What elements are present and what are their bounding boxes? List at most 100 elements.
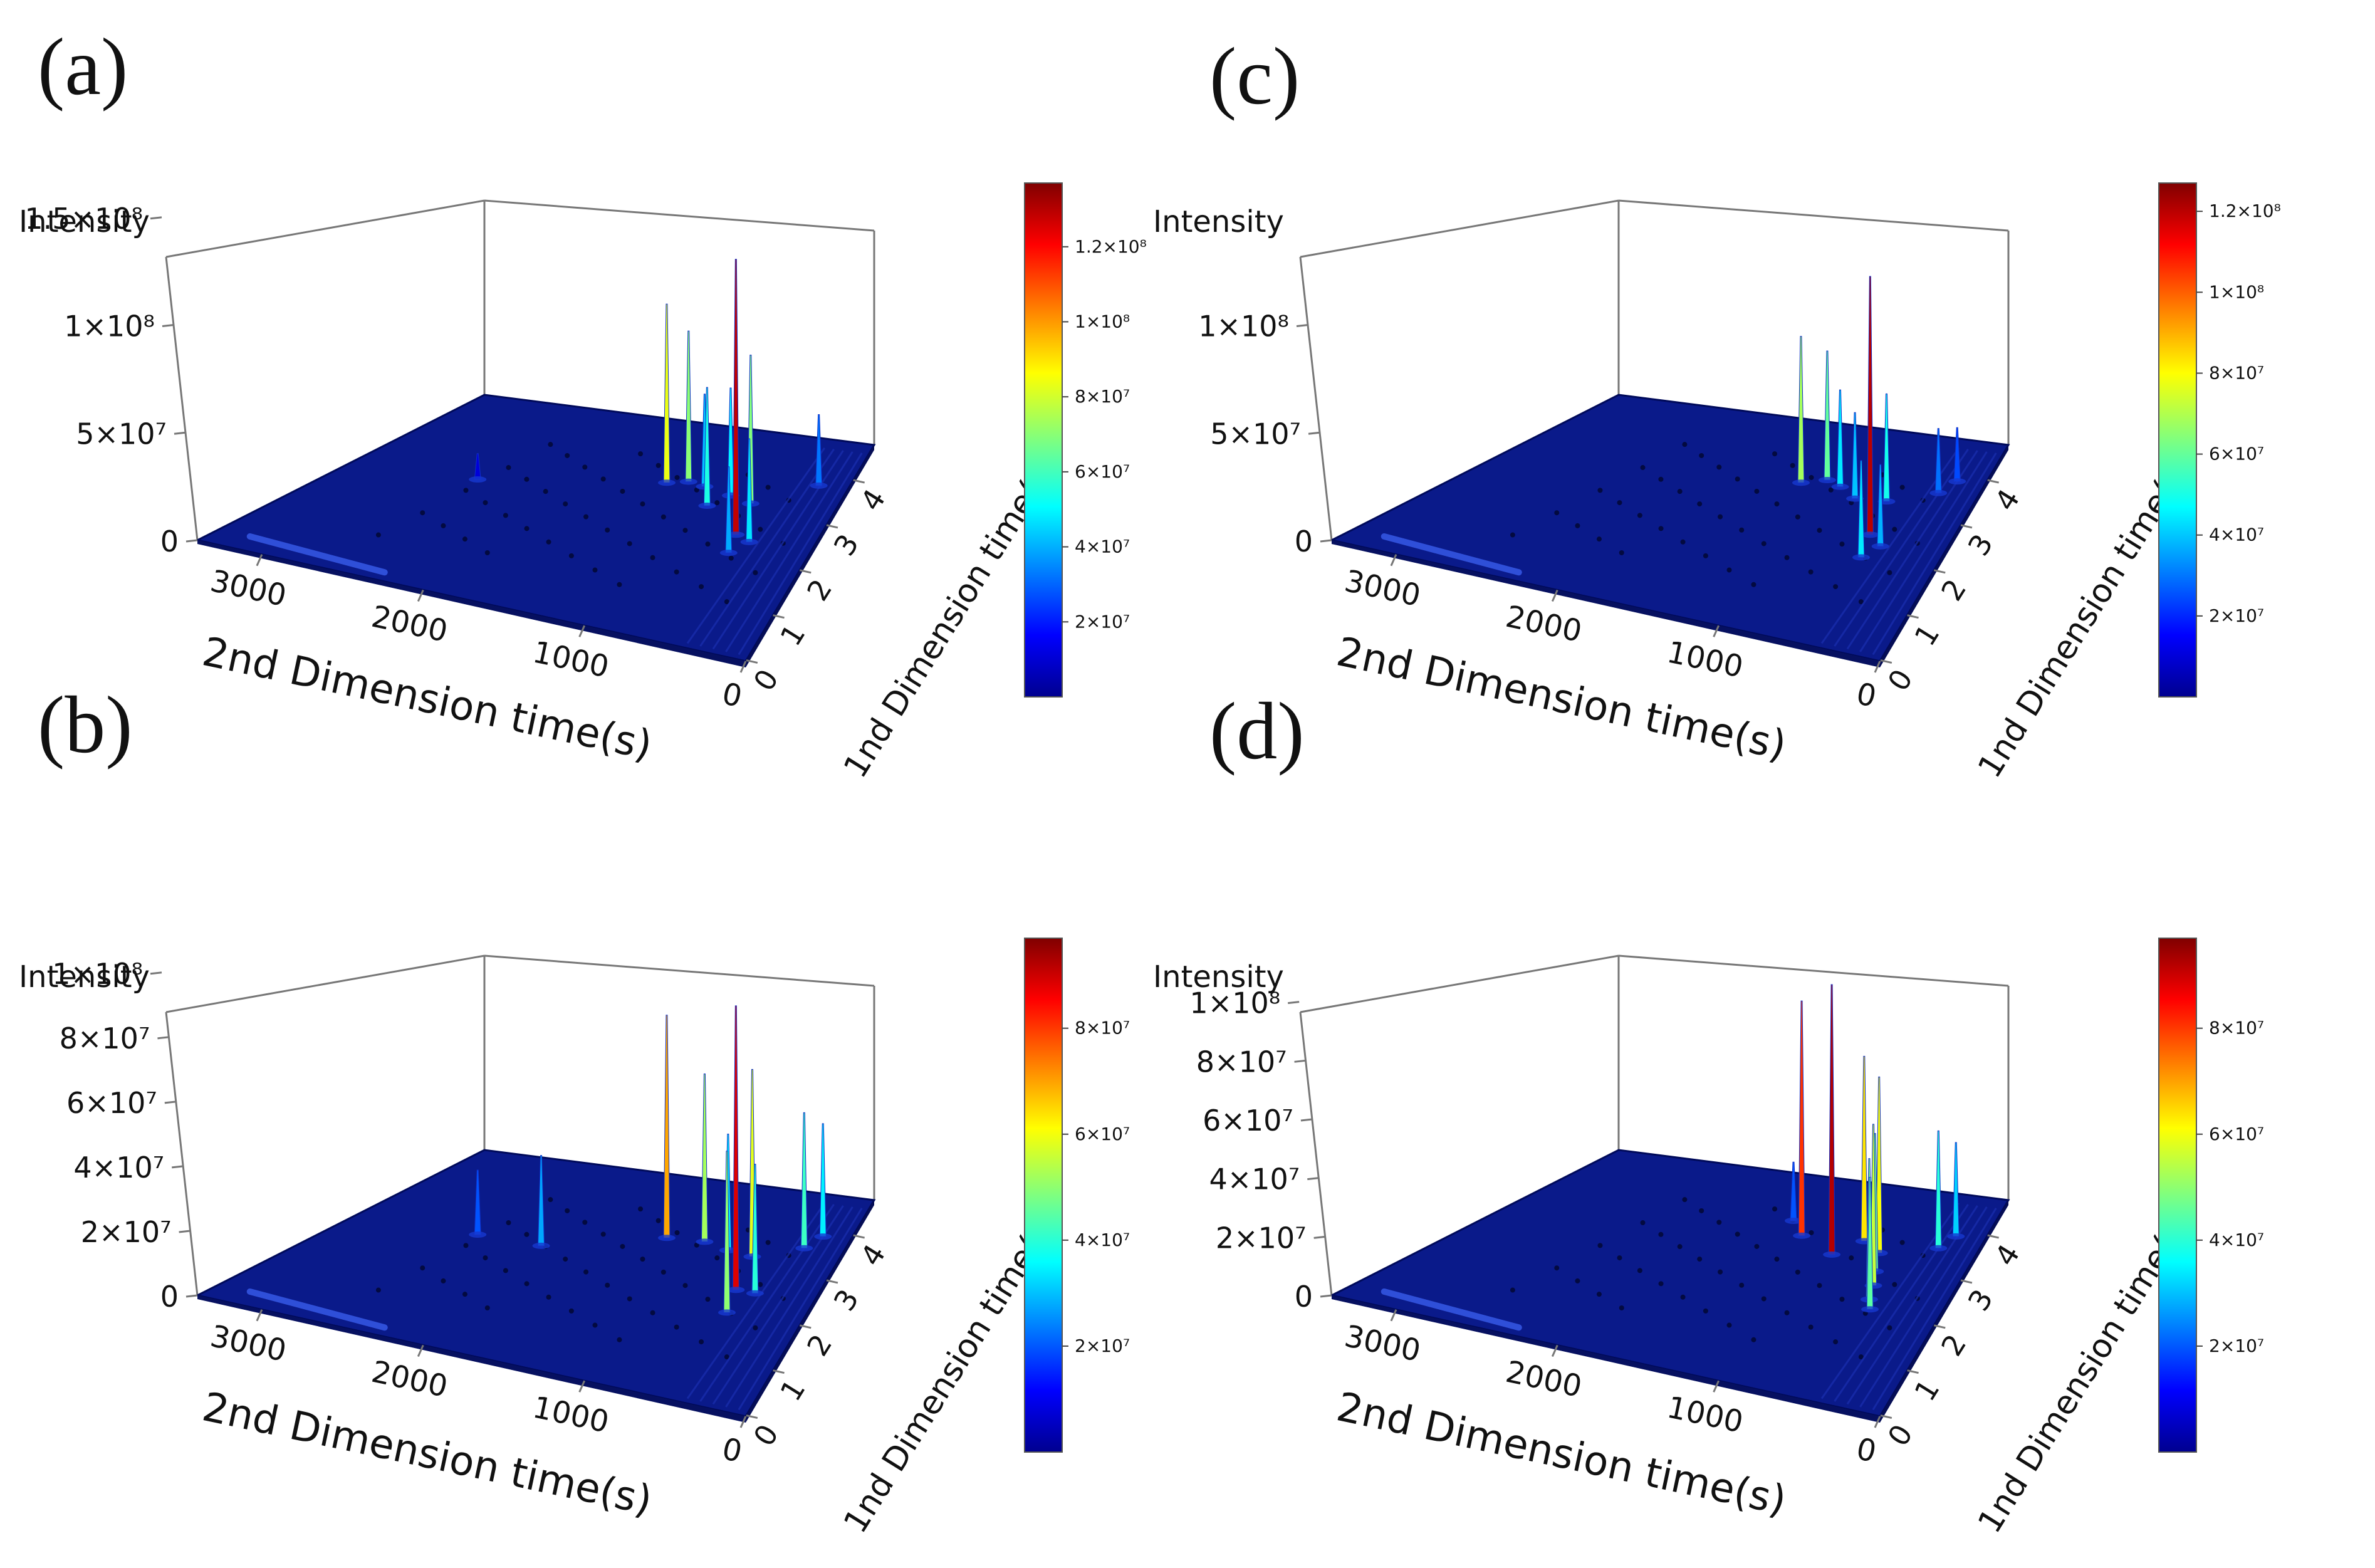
x-tick-label: 1000 (1664, 634, 1746, 684)
x-tick (1874, 1416, 1881, 1428)
y-tick-label: 1 (773, 618, 812, 651)
peak-base (1929, 1245, 1948, 1252)
z-tick-label: 1×10⁸ (64, 310, 155, 343)
surface-speck (1596, 536, 1602, 542)
y-tick-label: 0 (747, 663, 785, 696)
y-tick-label: 2 (1934, 573, 1973, 607)
surface-speck (728, 555, 734, 561)
y-tick-label: 4 (853, 1238, 892, 1272)
z-axis-label: Intensity (1153, 204, 1284, 239)
peak (732, 1005, 739, 1290)
box-top-right-edge (1618, 954, 2009, 987)
x-tick (1390, 1309, 1397, 1322)
surface-speck (548, 442, 553, 447)
z-tick (1307, 1177, 1319, 1181)
z-axis-label: Intensity (19, 204, 150, 239)
surface-speck (627, 1296, 632, 1302)
surface-streak (699, 1204, 835, 1402)
surface-speck (1617, 500, 1622, 506)
x-tick (1551, 589, 1558, 602)
y-tick-label: 1 (773, 1373, 812, 1406)
surface-speck (1839, 541, 1845, 547)
z-tick (150, 216, 162, 220)
y-tick-label: 2 (800, 573, 838, 607)
surface-speck (1697, 1257, 1703, 1262)
surface-speck (1619, 1305, 1624, 1311)
surface-speck (462, 1292, 467, 1297)
surface-speck (724, 1354, 729, 1360)
y-tick-label: 3 (1961, 1283, 2000, 1317)
box-top-right-edge (484, 199, 875, 232)
surface-speck (1739, 1282, 1745, 1288)
peak (1828, 984, 1835, 1255)
z-axis-line (1299, 1011, 1333, 1296)
surface-streak (1834, 449, 1969, 647)
y-tick (773, 614, 785, 619)
surface-speck (674, 474, 680, 480)
surface-speck (1858, 1354, 1864, 1360)
surface-speck (699, 584, 704, 590)
surface-speck (582, 464, 588, 470)
surface-speck (1617, 1255, 1622, 1261)
peak (1934, 1130, 1942, 1249)
surface-streak (738, 452, 863, 656)
surface-speck (543, 489, 548, 494)
peak (1824, 350, 1831, 481)
z-tick (174, 431, 186, 435)
surface-speck (694, 487, 699, 493)
surface-speck (660, 514, 666, 520)
colorbar (2158, 938, 2197, 1453)
surface-speck (682, 1283, 688, 1288)
z-axis-line (165, 256, 199, 541)
y-tick (853, 479, 865, 484)
surface-speck (1761, 1296, 1767, 1302)
surface-speck (1637, 1268, 1642, 1273)
peak-base (532, 1242, 550, 1249)
peak-base (1785, 1217, 1803, 1224)
z-tick-label: 5×10⁷ (76, 417, 167, 451)
surface-speck (1637, 513, 1642, 518)
surface-speck (1597, 488, 1603, 493)
x-tick (1713, 625, 1720, 637)
z-tick (157, 1036, 169, 1040)
x-tick (578, 1380, 586, 1393)
surface-speck (1899, 1240, 1905, 1245)
peak (685, 330, 692, 483)
surface-streak (686, 447, 825, 644)
colorbar-tick-label: 6×10⁷ (2209, 1124, 2264, 1144)
colorbar-tick-label: 1×10⁸ (2209, 281, 2264, 302)
y-tick (1933, 569, 1946, 574)
surface-streak (1872, 1208, 1997, 1411)
peak-base (1929, 489, 1948, 496)
surface-speck (420, 510, 425, 516)
surface-speck (1677, 489, 1683, 494)
peak-base (719, 550, 738, 557)
surface-speck (563, 501, 568, 507)
y-tick-label: 2 (800, 1329, 838, 1362)
z-tick-label: 1×10⁸ (52, 957, 143, 991)
y-tick-label: 1 (1908, 618, 1946, 651)
surface-speck (724, 599, 729, 605)
z-tick-label: 4×10⁷ (1209, 1163, 1300, 1196)
peak-base (740, 538, 758, 545)
peak-base (679, 478, 697, 485)
peak-base (743, 1253, 761, 1260)
surface-speck (1828, 487, 1834, 493)
z-tick-label: 0 (160, 525, 179, 558)
surface-speck (620, 1243, 625, 1249)
colorbar-tick-label: 4×10⁷ (1075, 536, 1130, 557)
peak-base (746, 1290, 764, 1297)
surface-speck (753, 570, 758, 575)
x-tick (739, 661, 747, 673)
surface-speck (484, 1305, 490, 1311)
surface-speck (483, 500, 488, 506)
surface-speck (546, 1294, 551, 1300)
peak-base (718, 1309, 736, 1316)
x-tick (578, 625, 586, 637)
peak (1798, 1000, 1805, 1236)
z-tick-label: 0 (160, 1280, 179, 1314)
surface-speck (674, 1230, 680, 1235)
surface-speck (674, 1324, 679, 1330)
surface-speck (753, 1325, 758, 1330)
surface-speck (1774, 1257, 1780, 1262)
